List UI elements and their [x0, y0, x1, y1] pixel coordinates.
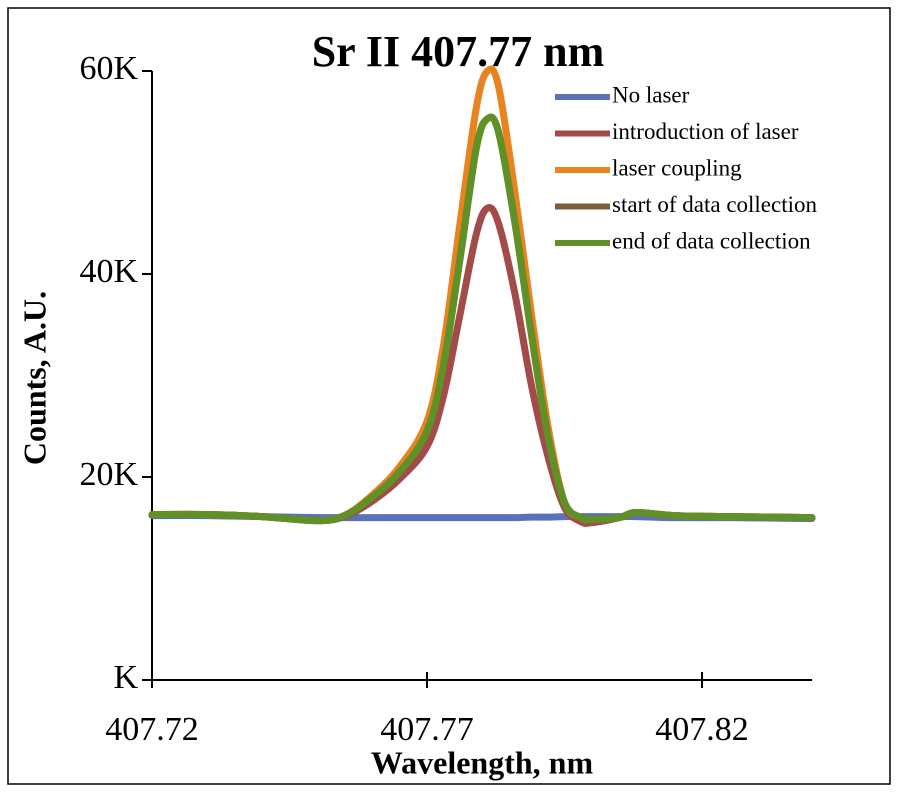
y-tick-label: 40K: [79, 253, 138, 290]
x-tick-label: 407.72: [105, 711, 199, 748]
x-tick-label: 407.77: [380, 711, 474, 748]
x-axis-title: Wavelength, nm: [371, 744, 594, 780]
legend-label: end of data collection: [612, 228, 811, 253]
legend-label: start of data collection: [612, 192, 818, 217]
chart-title: Sr II 407.77 nm: [312, 27, 605, 76]
y-tick-label: 60K: [79, 50, 138, 87]
legend-label: laser coupling: [612, 155, 742, 180]
y-tick-label: K: [113, 659, 138, 696]
chart-frame: [7, 7, 891, 785]
legend-label: No laser: [612, 82, 690, 107]
series-line: [148, 113, 816, 525]
legend-label: introduction of laser: [612, 119, 799, 144]
y-axis-title: Counts, A.U.: [16, 291, 52, 465]
y-tick-label: 20K: [79, 456, 138, 493]
x-tick-label: 407.82: [655, 711, 749, 748]
